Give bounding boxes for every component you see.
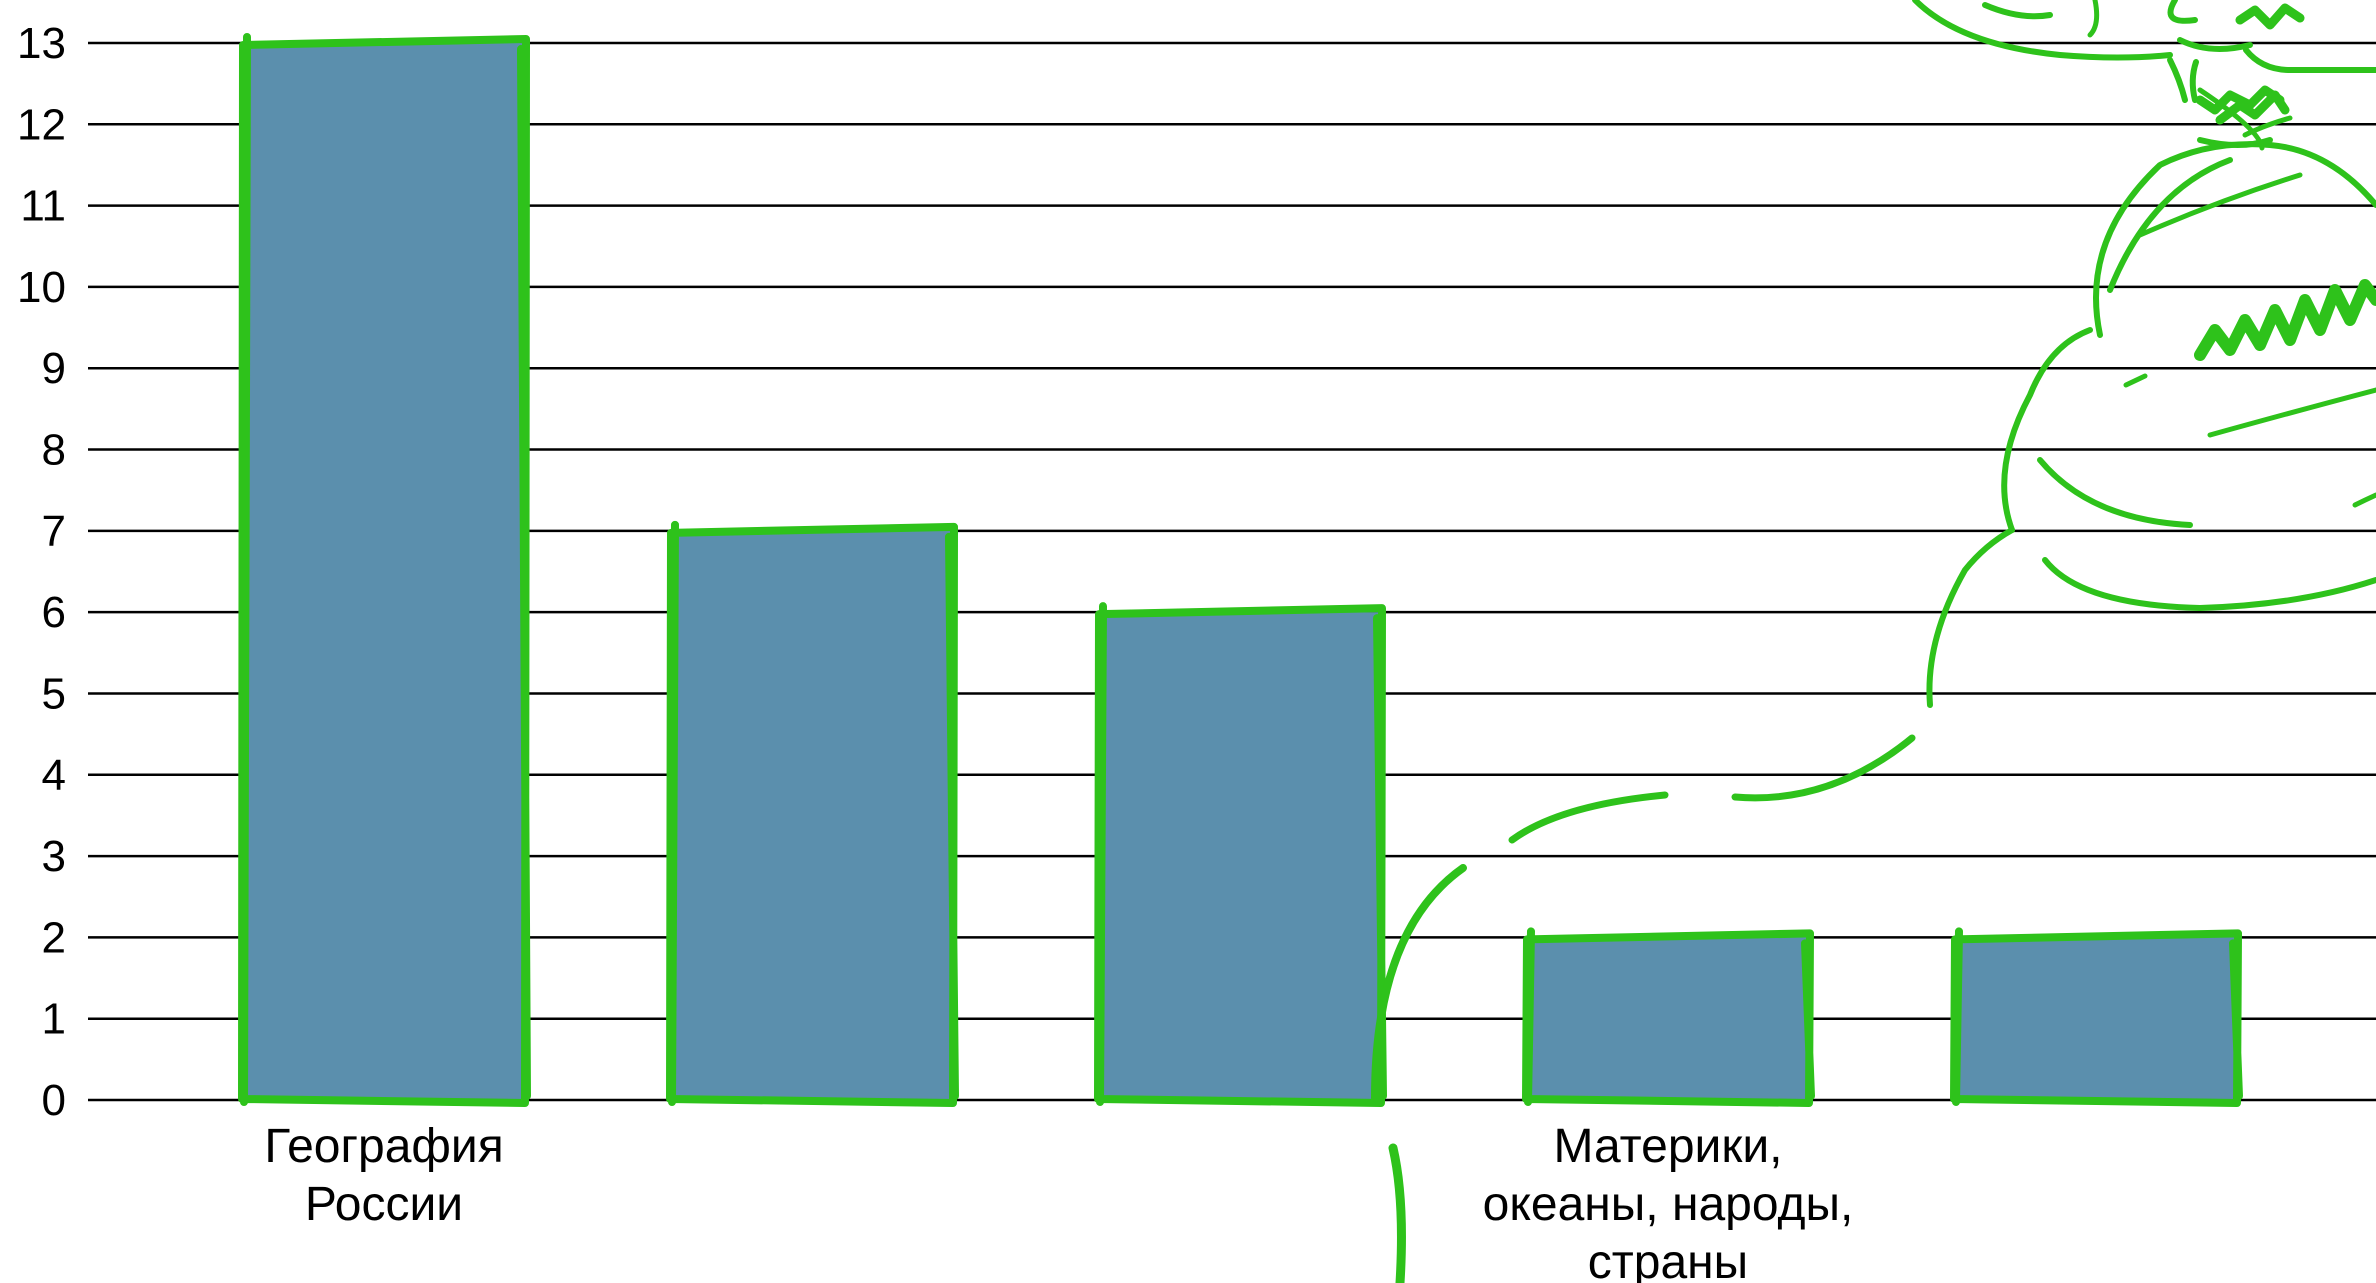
y-tick-label: 0 xyxy=(42,1076,66,1125)
x-category-label-line: страны xyxy=(1588,1236,1748,1283)
y-tick-label: 13 xyxy=(17,19,66,68)
y-tick-label: 8 xyxy=(42,426,66,475)
bars xyxy=(238,33,2243,1107)
y-tick-label: 3 xyxy=(42,832,66,881)
x-category-label-line: океаны, народы, xyxy=(1483,1178,1854,1231)
y-tick-label: 9 xyxy=(42,344,66,393)
y-tick-label: 10 xyxy=(17,263,66,312)
bar xyxy=(673,530,951,1100)
bar-sketch-outline xyxy=(1522,927,1815,1107)
bar xyxy=(245,43,523,1100)
sketch-doodle-illustration xyxy=(1371,0,2376,1283)
y-tick-label: 4 xyxy=(42,751,66,800)
y-tick-label: 12 xyxy=(17,100,66,149)
y-tick-label: 2 xyxy=(42,913,66,962)
x-category-label-line: России xyxy=(305,1178,463,1231)
y-tick-label: 5 xyxy=(42,669,66,718)
bar xyxy=(1957,937,2235,1100)
x-category-label: Материки, океаны, народы, страны xyxy=(1483,1120,1854,1283)
y-tick-label: 6 xyxy=(42,588,66,637)
bar-sketch-outline xyxy=(666,520,959,1107)
bar-sketch-outline xyxy=(1950,927,2243,1107)
x-axis-category-labels: География России Материки, океаны, народы, с… xyxy=(264,1120,1853,1283)
x-category-label-line: География xyxy=(264,1120,503,1173)
bar xyxy=(1529,937,1807,1100)
x-category-label-line: Материки, xyxy=(1554,1120,1783,1173)
bar xyxy=(1101,612,1379,1100)
x-category-label: География России xyxy=(264,1120,503,1231)
y-tick-label: 11 xyxy=(20,182,66,231)
bar-sketch-outline xyxy=(238,33,531,1107)
y-tick-label: 1 xyxy=(42,995,66,1044)
y-tick-label: 7 xyxy=(42,507,66,556)
